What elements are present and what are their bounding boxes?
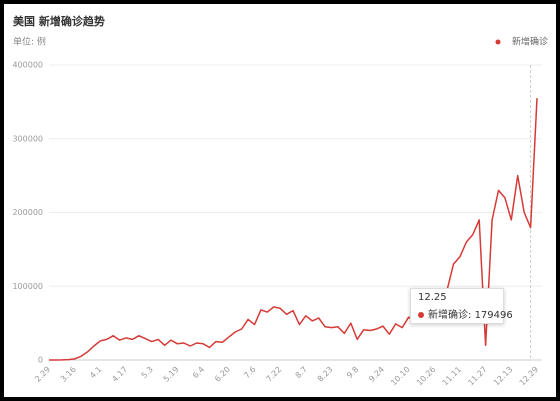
legend-marker (495, 39, 501, 45)
x-tick-label: 3.16 (59, 365, 78, 384)
x-tick-label: 11.27 (466, 365, 489, 388)
x-tick-label: 12.13 (492, 365, 515, 388)
tooltip-dot (418, 312, 424, 318)
x-tick-label: 2.29 (33, 365, 52, 384)
x-tick-label: 10.10 (389, 365, 412, 388)
x-tick-label: 5.3 (140, 365, 155, 380)
x-tick-label: 7.6 (242, 365, 257, 380)
x-tick-label: 7.22 (264, 365, 283, 384)
x-tick-label: 8.23 (316, 365, 335, 384)
x-tick-label: 6.20 (213, 365, 232, 384)
tooltip-value: 179496 (474, 310, 513, 321)
x-tick-label: 9.8 (345, 365, 360, 380)
x-tick-label: 8.7 (294, 365, 309, 380)
x-tick-label: 6.4 (191, 365, 206, 380)
chart-subtitle: 单位: 例 (13, 36, 46, 48)
y-tick-label: 400000 (12, 61, 43, 70)
tooltip-date: 12.25 (418, 292, 447, 303)
y-tick-label: 100000 (12, 282, 43, 291)
x-tick-label: 4.17 (110, 365, 129, 384)
y-tick-label: 300000 (12, 134, 43, 143)
chart-title: 美国 新增确诊趋势 (13, 14, 105, 28)
y-tick-label: 0 (38, 356, 43, 365)
x-tick-label: 4.1 (88, 365, 103, 380)
x-tick-label: 10.26 (415, 365, 438, 388)
tooltip: 12.25 新增确诊179496 (410, 288, 513, 324)
x-tick-label: 9.24 (367, 365, 386, 384)
legend-label: 新增确诊 (512, 36, 548, 48)
chart: 美国 新增确诊趋势 单位: 例 0 100000 200000 300000 40000… (12, 14, 548, 388)
screenshot: 美国 新增确诊趋势 单位: 例 0 100000 200000 300000 40000… (4, 4, 556, 397)
y-tick-label: 200000 (12, 208, 43, 217)
tooltip-series: 新增确诊 (428, 310, 475, 321)
x-tick-label: 12.29 (518, 365, 541, 388)
line (49, 98, 538, 361)
x-tick-label: 11.11 (441, 365, 464, 388)
x-tick-label: 5.19 (162, 365, 181, 384)
